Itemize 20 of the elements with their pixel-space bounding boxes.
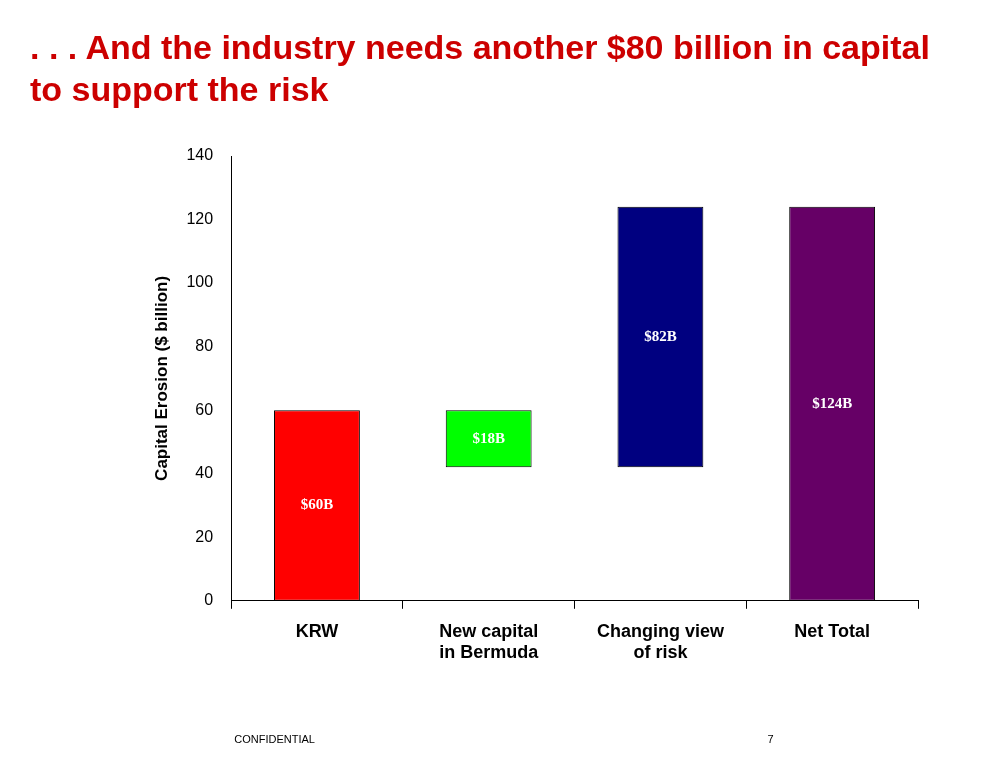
y-axis-title: Capital Erosion ($ billion) — [151, 275, 171, 481]
x-tick-label: Changing view of risk — [596, 620, 725, 663]
x-tick-label: KRW — [295, 620, 339, 641]
x-tick-label: New capital in Bermuda — [439, 620, 540, 663]
y-tick-label: 100 — [186, 273, 214, 291]
x-tick-label: Net Total — [794, 620, 870, 641]
text: CONFIDENTIAL — [234, 733, 315, 745]
y-tick-label: 120 — [186, 209, 214, 227]
data-label: $60B — [300, 496, 334, 513]
y-tick-label: 0 — [204, 591, 214, 609]
y-tick-label: 140 — [186, 146, 214, 164]
chart-title: . . . And the industry needs another $80 billion in capital to support the risk — [29, 27, 931, 110]
text: 7 — [767, 733, 774, 745]
y-tick-label: 40 — [195, 464, 214, 482]
data-label: $124B — [812, 394, 853, 411]
y-tick-label: 80 — [195, 337, 214, 355]
y-tick-label: 60 — [195, 400, 214, 418]
data-label: $82B — [644, 327, 677, 344]
data-label: $18B — [472, 429, 505, 446]
y-tick-label: 20 — [195, 527, 214, 545]
